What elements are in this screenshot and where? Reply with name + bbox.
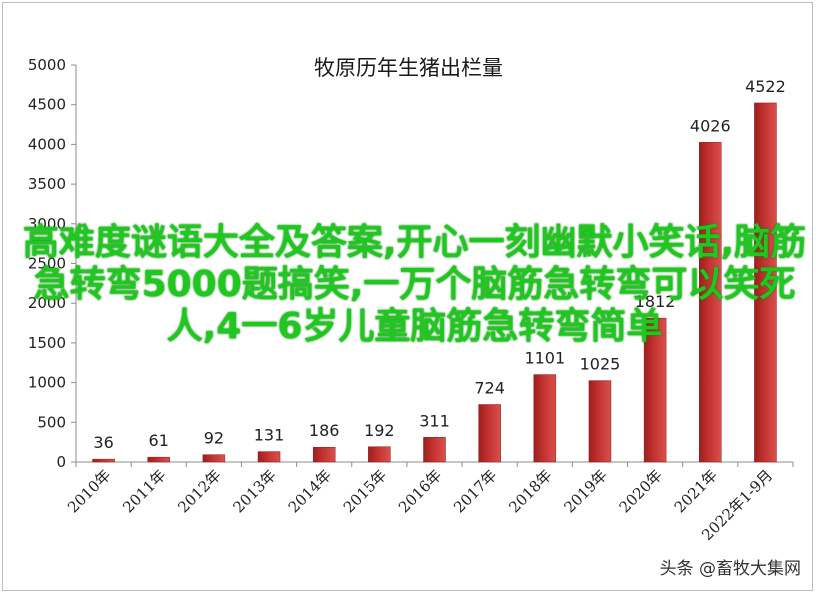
bar: [643, 317, 667, 463]
watermark-text: 头条 @畜牧大集网: [659, 559, 801, 579]
data-label: 36: [93, 433, 113, 452]
bar: [533, 374, 557, 463]
data-label: 186: [309, 421, 340, 440]
x-tick-label: 2019年: [560, 466, 610, 516]
bar: [202, 454, 226, 463]
y-tick-label: 2000: [28, 294, 66, 312]
y-tick-label: 5000: [28, 56, 66, 74]
bar: [754, 102, 777, 463]
y-tick-label: 1000: [28, 374, 66, 392]
x-tick-label: 2012年: [174, 466, 224, 516]
x-tick-label: 2016年: [395, 466, 445, 516]
x-tick-label: 2020年: [616, 466, 666, 516]
x-tick-label: 2011年: [119, 466, 169, 516]
y-tick-label: 1500: [28, 334, 66, 352]
data-label: 1812: [635, 292, 676, 311]
data-label: 192: [364, 421, 395, 440]
y-tick-label: 0: [56, 453, 66, 471]
y-tick-label: 2500: [28, 255, 66, 273]
data-label: 92: [204, 429, 224, 448]
bar: [699, 142, 722, 463]
x-tick-label: 2018年: [505, 466, 555, 516]
x-tick-label: 2021年: [671, 466, 721, 516]
x-tick-label: 2014年: [285, 466, 335, 516]
data-label: 4522: [745, 77, 786, 96]
chart-title: 牧原历年生猪出栏量: [314, 56, 503, 80]
overlay-caption: 高难度谜语大全及答案,开心一刻幽默小笑话,脑筋急转弯5000题搞笑,一万个脑筋急…: [22, 222, 807, 347]
bar: [423, 437, 446, 463]
bar: [368, 446, 391, 463]
bar: [588, 380, 612, 463]
data-label: 1101: [524, 349, 565, 368]
x-tick-label: 2010年: [64, 466, 114, 516]
x-tick-label: 2017年: [450, 466, 500, 516]
y-tick-label: 500: [37, 413, 66, 431]
x-tick-label: 2013年: [230, 466, 280, 516]
bar: [478, 404, 501, 463]
data-label: 4026: [690, 116, 731, 135]
data-label: 131: [254, 426, 285, 445]
bar: [147, 456, 170, 463]
bar: [312, 446, 336, 463]
y-tick-label: 3000: [28, 215, 66, 233]
x-tick-label: 2015年: [340, 466, 390, 516]
y-tick-label: 4000: [28, 135, 66, 153]
bar: [92, 458, 115, 463]
data-label: 1025: [580, 355, 621, 374]
bar: [257, 451, 281, 463]
y-tick-label: 4500: [28, 96, 66, 114]
data-label: 724: [474, 379, 505, 398]
data-label: 61: [149, 431, 169, 450]
y-tick-label: 3500: [28, 175, 66, 193]
data-label: 311: [419, 411, 450, 430]
